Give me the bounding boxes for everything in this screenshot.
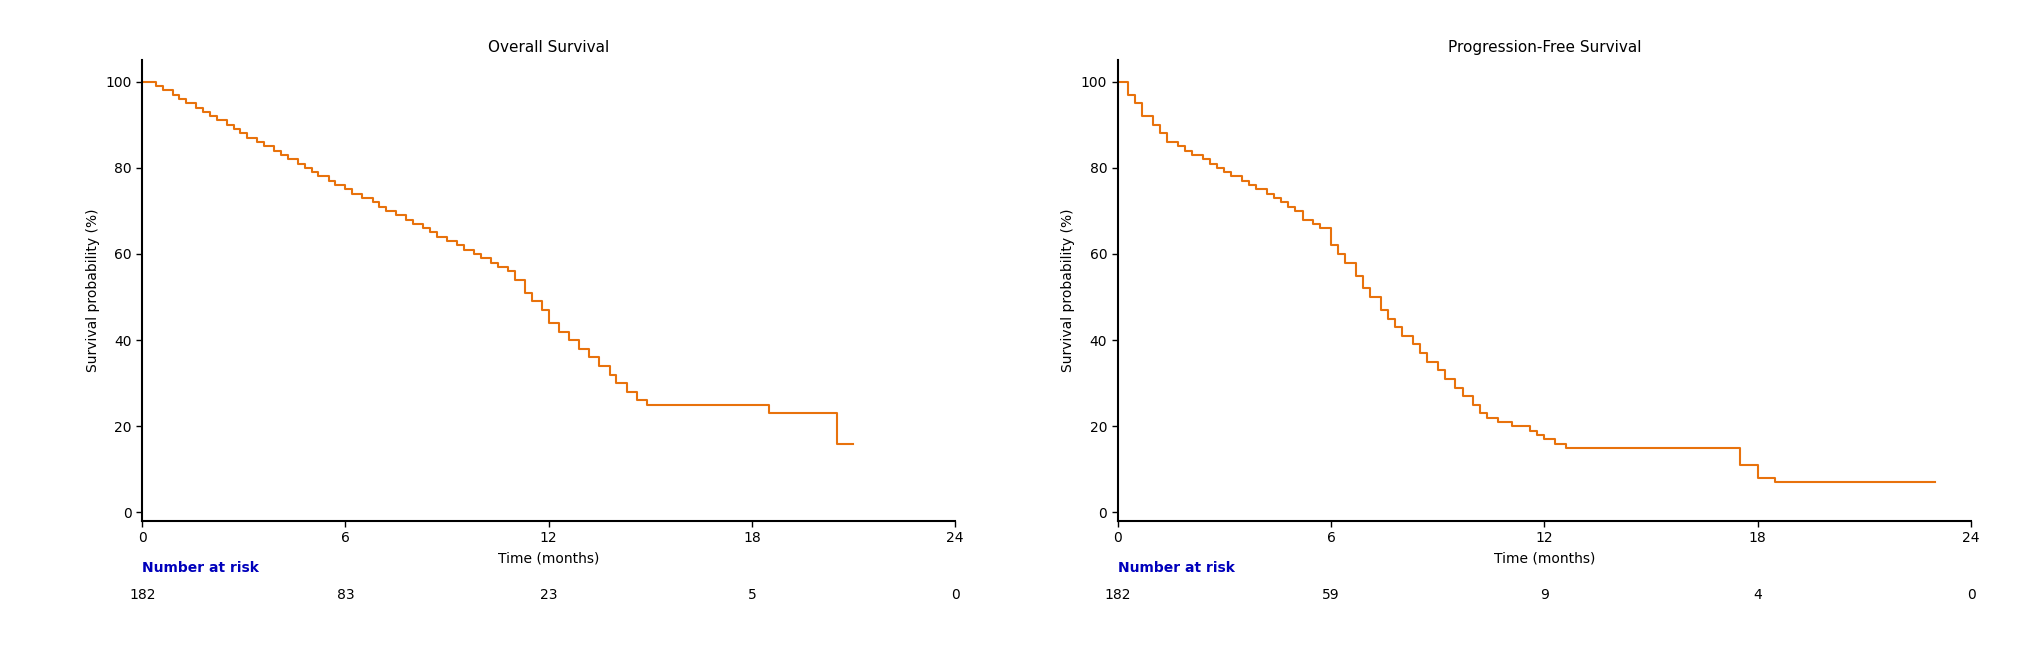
Text: 83: 83 (337, 588, 354, 602)
Text: 5: 5 (748, 588, 756, 602)
Text: 23: 23 (541, 588, 557, 602)
Text: Number at risk: Number at risk (1118, 561, 1235, 575)
Text: 0: 0 (1967, 588, 1975, 602)
Title: Progression-Free Survival: Progression-Free Survival (1447, 40, 1642, 55)
Y-axis label: Survival probability (%): Survival probability (%) (1061, 209, 1075, 372)
X-axis label: Time (months): Time (months) (1494, 551, 1595, 565)
Text: 0: 0 (951, 588, 959, 602)
Title: Overall Survival: Overall Survival (488, 40, 610, 55)
Text: 4: 4 (1754, 588, 1762, 602)
X-axis label: Time (months): Time (months) (498, 551, 599, 565)
Text: 182: 182 (128, 588, 156, 602)
Text: 182: 182 (1103, 588, 1132, 602)
Text: 59: 59 (1323, 588, 1339, 602)
Y-axis label: Survival probability (%): Survival probability (%) (85, 209, 100, 372)
Text: 9: 9 (1540, 588, 1548, 602)
Text: Number at risk: Number at risk (142, 561, 260, 575)
